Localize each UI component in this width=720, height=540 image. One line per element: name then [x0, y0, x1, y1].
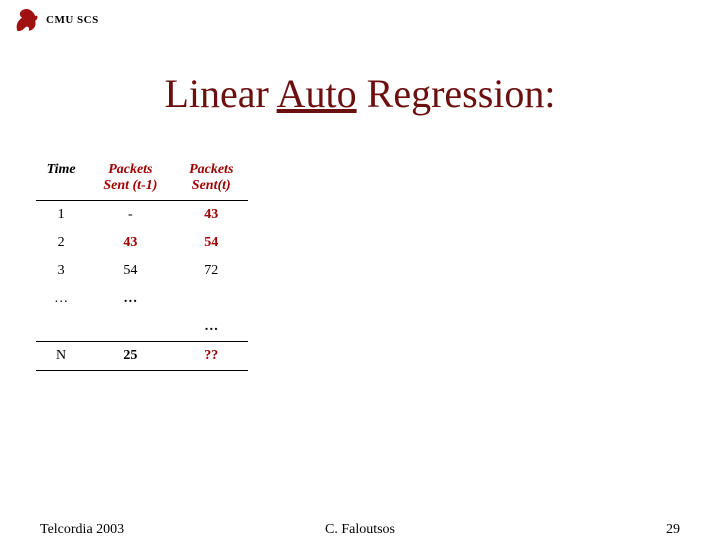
table-body: 1-432435435472………N25??	[36, 201, 248, 371]
table-cell	[86, 313, 174, 342]
slide: CMU SCS Linear Auto Regression: TimePack…	[0, 0, 720, 540]
table-cell: 54	[175, 229, 249, 257]
table-cell: 25	[86, 342, 174, 371]
footer-right: 29	[666, 522, 680, 538]
footer-center: C. Faloutsos	[0, 522, 720, 538]
dragon-logo-icon	[14, 6, 40, 34]
title-underlined: Auto	[277, 71, 357, 116]
table-cell: …	[175, 313, 249, 342]
table-row: 35472	[36, 257, 248, 285]
table-cell: 1	[36, 201, 86, 230]
table-header-row: TimePacketsSent (t-1)PacketsSent(t)	[36, 158, 248, 201]
table-cell: 2	[36, 229, 86, 257]
table-cell: 54	[86, 257, 174, 285]
table-cell: 72	[175, 257, 249, 285]
column-header: PacketsSent(t)	[175, 158, 249, 201]
table-row: ……	[36, 285, 248, 313]
data-table-region: TimePacketsSent (t-1)PacketsSent(t) 1-43…	[36, 158, 248, 371]
table-cell: N	[36, 342, 86, 371]
table-cell: ??	[175, 342, 249, 371]
table-cell: 3	[36, 257, 86, 285]
slide-title: Linear Auto Regression:	[0, 70, 720, 117]
table-cell: 43	[86, 229, 174, 257]
table-cell: 43	[175, 201, 249, 230]
table-row: N25??	[36, 342, 248, 371]
org-label: CMU SCS	[46, 14, 99, 26]
table-cell	[175, 285, 249, 313]
table-row: …	[36, 313, 248, 342]
table-row: 24354	[36, 229, 248, 257]
table-cell: …	[86, 285, 174, 313]
table-head: TimePacketsSent (t-1)PacketsSent(t)	[36, 158, 248, 201]
column-header: Time	[36, 158, 86, 201]
column-header: PacketsSent (t-1)	[86, 158, 174, 201]
table-row: 1-43	[36, 201, 248, 230]
table-cell: -	[86, 201, 174, 230]
table-cell: …	[36, 285, 86, 313]
title-pre: Linear	[164, 71, 276, 116]
header: CMU SCS	[14, 6, 99, 34]
data-table: TimePacketsSent (t-1)PacketsSent(t) 1-43…	[36, 158, 248, 371]
table-cell	[36, 313, 86, 342]
title-post: Regression:	[357, 71, 556, 116]
